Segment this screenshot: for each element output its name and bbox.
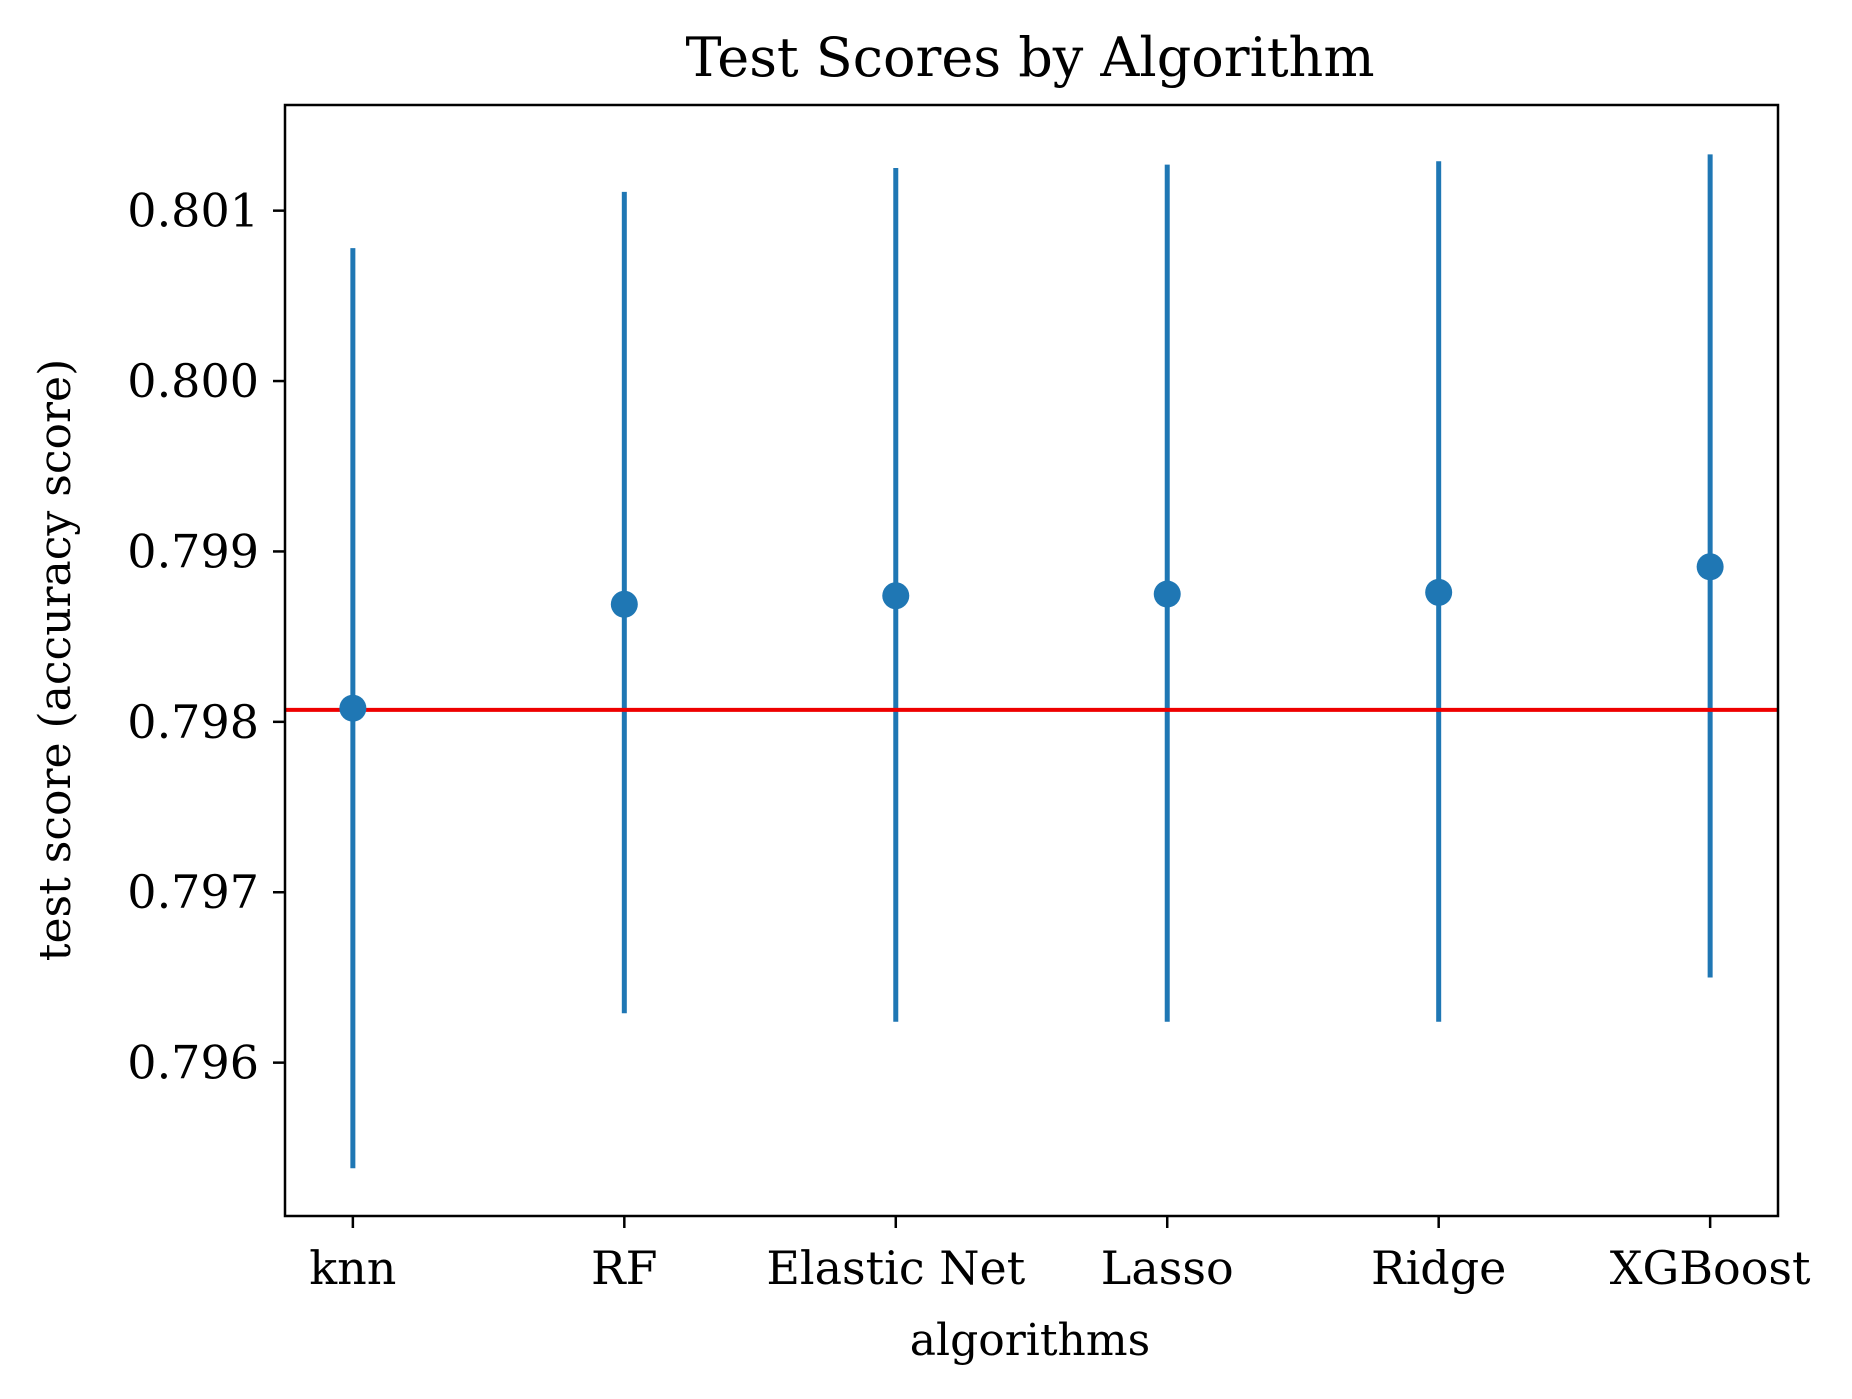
- data-point-4: [1425, 578, 1453, 606]
- data-point-5: [1696, 553, 1724, 581]
- chart-title: Test Scores by Algorithm: [685, 26, 1374, 89]
- x-tick-label-3: Lasso: [1101, 1241, 1234, 1295]
- y-tick-label-5: 0.801: [127, 184, 259, 238]
- x-axis-label: algorithms: [910, 1315, 1150, 1366]
- y-tick-label-1: 0.797: [127, 865, 259, 919]
- y-axis-label: test score (accuracy score): [30, 359, 81, 961]
- plot-frame: [283, 103, 1780, 1218]
- data-point-1: [610, 590, 638, 618]
- y-tick-label-4: 0.800: [127, 354, 259, 408]
- x-tick-label-5: XGBoost: [1610, 1241, 1811, 1295]
- y-tick-label-0: 0.796: [127, 1036, 259, 1090]
- data-point-2: [882, 582, 910, 610]
- x-tick-label-1: RF: [591, 1241, 658, 1295]
- y-tick-label-3: 0.799: [127, 524, 259, 578]
- y-tick-label-2: 0.798: [127, 695, 259, 749]
- data-point-3: [1153, 580, 1181, 608]
- data-point-0: [339, 694, 367, 722]
- x-tick-label-4: Ridge: [1371, 1241, 1506, 1295]
- plot-area: 0.796 0.797 0.798 0.799 0.800 0.801 knn RF Elast…: [127, 103, 1811, 1295]
- x-tick-label-2: Elastic Net: [766, 1241, 1025, 1295]
- x-tick-label-0: knn: [309, 1241, 396, 1295]
